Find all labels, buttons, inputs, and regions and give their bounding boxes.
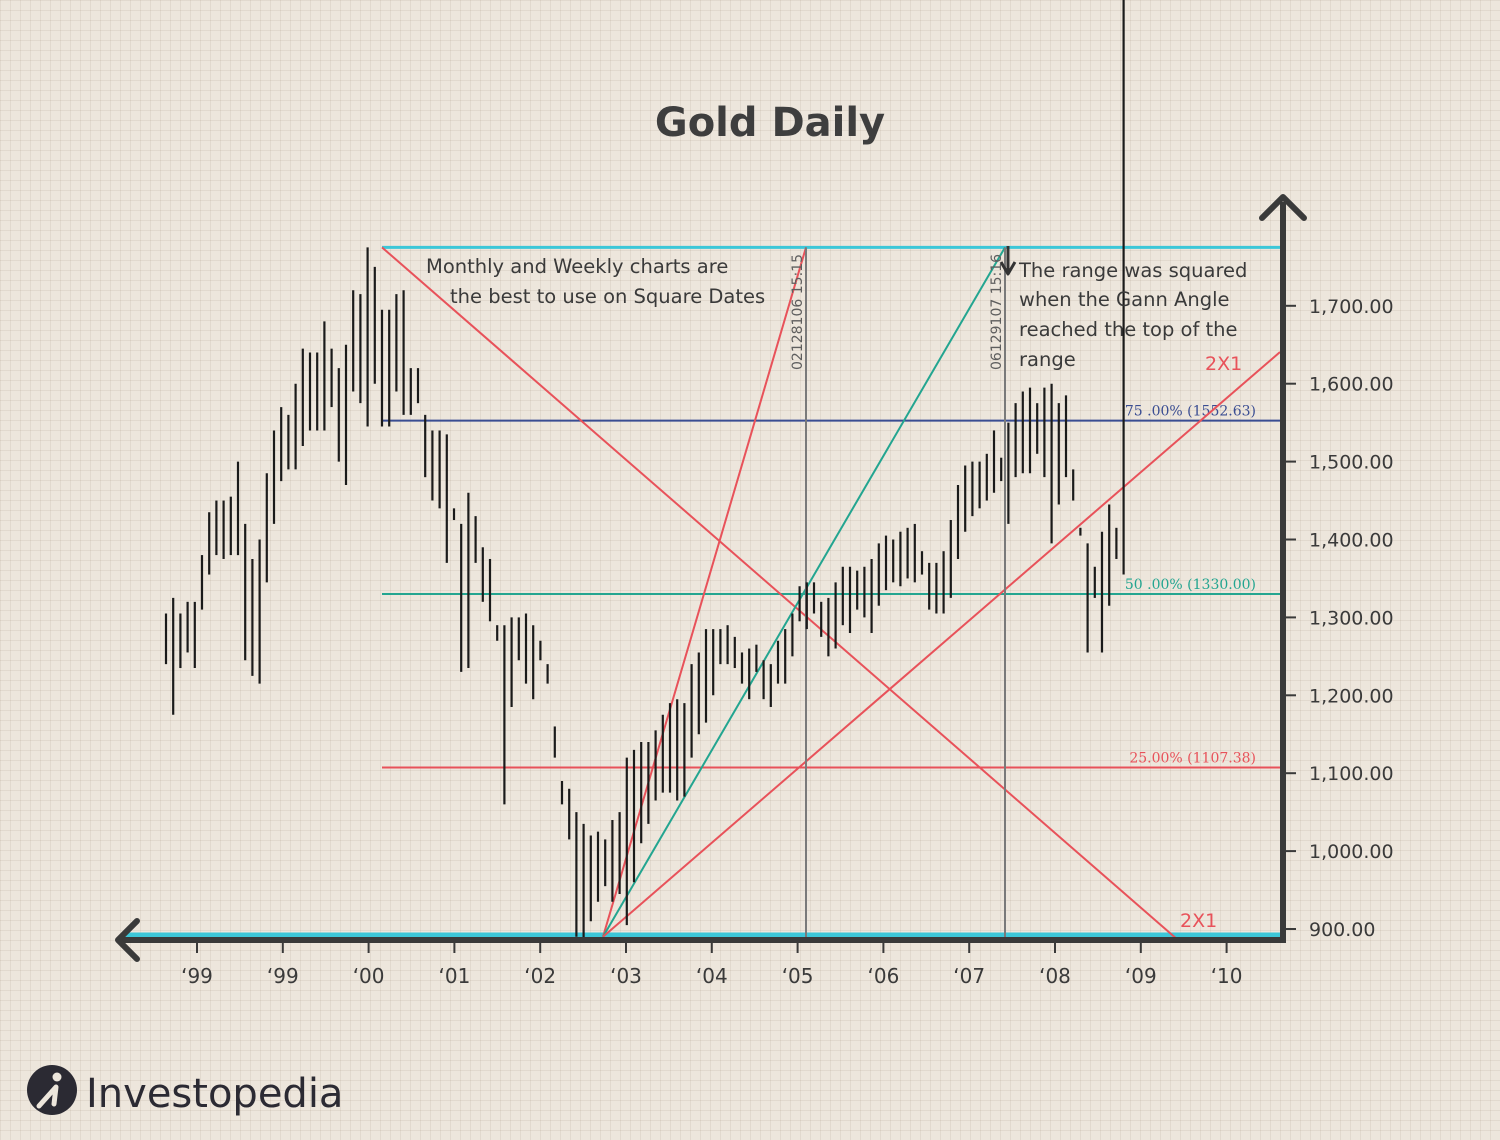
x-tick-label: ‘03 bbox=[610, 964, 642, 988]
y-tick-label: 1,700.00 bbox=[1309, 296, 1394, 318]
gann-1x1-line bbox=[602, 246, 1006, 938]
logo-dot-icon bbox=[52, 1072, 62, 1082]
note-right-line-3: reached the top of the bbox=[1019, 318, 1238, 341]
down-arrow-head bbox=[999, 261, 1017, 276]
x-tick-label: ‘08 bbox=[1039, 964, 1071, 988]
range-lines bbox=[125, 245, 1280, 938]
chart-title: Gold Daily bbox=[655, 100, 885, 146]
gann-descending-line bbox=[381, 246, 1179, 940]
logo-i-stroke-icon bbox=[36, 1084, 59, 1109]
twox-label-lower: 2X1 bbox=[1180, 910, 1217, 932]
x-tick-label: ‘04 bbox=[696, 964, 728, 988]
y-tick-label: 900.00 bbox=[1309, 919, 1375, 941]
retracement-levels: 75 .00% (1552.63) 50 .00% (1330.00) 25.00%… bbox=[382, 404, 1280, 769]
y-tick-label: 1,300.00 bbox=[1309, 607, 1394, 629]
square-date-label: 02128106 15:15 bbox=[790, 254, 806, 370]
level-label: 50 .00% (1330.00) bbox=[1125, 577, 1256, 593]
logo-wordmark: Investopedia bbox=[86, 1071, 343, 1117]
x-tick-label: ‘06 bbox=[867, 964, 899, 988]
level-label: 75 .00% (1552.63) bbox=[1125, 404, 1256, 420]
twox-label-upper: 2X1 bbox=[1205, 353, 1242, 375]
y-tick-label: 1,600.00 bbox=[1309, 374, 1394, 396]
x-tick-label: ‘00 bbox=[353, 964, 385, 988]
x-tick-label: ‘01 bbox=[438, 964, 470, 988]
y-tick-label: 1,400.00 bbox=[1309, 530, 1394, 552]
gann-2x1-line bbox=[602, 351, 1280, 938]
investopedia-logo: Investopedia bbox=[27, 1065, 343, 1117]
x-tick-label: ‘09 bbox=[1125, 964, 1157, 988]
y-tick-label: 1,500.00 bbox=[1309, 452, 1394, 474]
y-ticks: 900.00 1,000.00 1,100.00 1,200.00 1,300.00 1,… bbox=[1283, 296, 1394, 941]
note-right-line-2: when the Gann Angle bbox=[1019, 288, 1230, 311]
x-tick-label: ‘02 bbox=[524, 964, 556, 988]
x-tick-label: ‘07 bbox=[953, 964, 985, 988]
note-right-line-1: The range was squared bbox=[1018, 259, 1247, 282]
y-tick-label: 1,100.00 bbox=[1309, 763, 1394, 785]
x-tick-label: ‘10 bbox=[1211, 964, 1243, 988]
price-bars bbox=[164, 0, 1125, 941]
square-date-lines: 02128106 15:15 06129107 15:16 bbox=[790, 246, 1017, 940]
level-label: 25.00% (1107.38) bbox=[1129, 750, 1256, 766]
x-tick-label: ‘99 bbox=[181, 964, 213, 988]
square-date-label: 06129107 15:16 bbox=[989, 254, 1005, 370]
x-tick-label: ‘05 bbox=[782, 964, 814, 988]
note-right-line-4: range bbox=[1019, 348, 1076, 371]
y-axis-arrow bbox=[1259, 194, 1307, 221]
x-ticks: ‘99 ‘99 ‘00 ‘01 ‘02 ‘03 ‘04 ‘05 ‘06 ‘07 ‘08 ‘09 ‘10 bbox=[181, 941, 1243, 988]
axes bbox=[115, 194, 1307, 962]
y-tick-label: 1,000.00 bbox=[1309, 841, 1394, 863]
note-left: Monthly and Weekly charts are the best t… bbox=[426, 255, 765, 308]
note-left-line-1: Monthly and Weekly charts are bbox=[426, 255, 728, 278]
gann-steep-line bbox=[602, 247, 807, 938]
gann-angles bbox=[381, 246, 1280, 940]
x-tick-label: ‘99 bbox=[267, 964, 299, 988]
note-right: The range was squared when the Gann Angl… bbox=[1018, 259, 1247, 371]
note-left-line-2: the best to use on Square Dates bbox=[450, 285, 765, 308]
x-axis-arrow bbox=[115, 918, 140, 962]
y-tick-label: 1,200.00 bbox=[1309, 685, 1394, 707]
